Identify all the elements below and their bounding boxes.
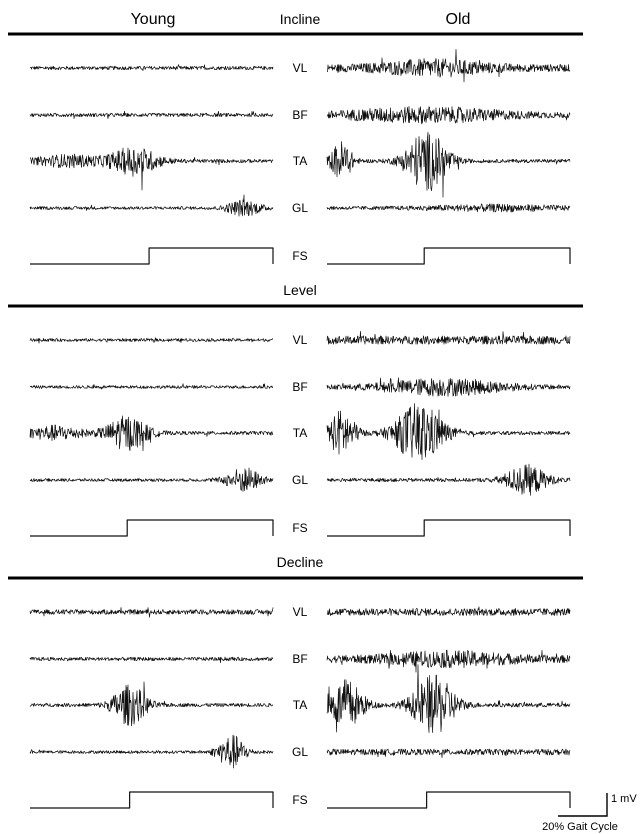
trace-bf-young-decline bbox=[29, 656, 274, 664]
row-label-ta-incline: TA bbox=[293, 154, 307, 168]
trace-vl-old-incline bbox=[326, 49, 571, 83]
trace-ta-old-level bbox=[326, 403, 571, 460]
trace-gl-old-decline bbox=[326, 748, 571, 758]
row-label-bf-decline: BF bbox=[292, 652, 307, 666]
panel-title-level: Level bbox=[283, 282, 316, 298]
trace-fs-young-incline bbox=[30, 247, 274, 265]
panel-decline: Decline VL BF TA GL FS bbox=[8, 554, 583, 809]
row-label-gl-incline: GL bbox=[292, 201, 308, 215]
row-label-gl-decline: GL bbox=[292, 745, 308, 759]
row-label-bf-incline: BF bbox=[292, 108, 307, 122]
trace-vl-young-level bbox=[29, 337, 274, 344]
panel-level: Level VL BF TA GL FS bbox=[8, 282, 583, 537]
trace-gl-young-incline bbox=[29, 194, 274, 217]
trace-bf-old-decline bbox=[326, 649, 571, 673]
row-label-ta-decline: TA bbox=[293, 698, 307, 712]
row-label-bf-level: BF bbox=[292, 380, 307, 394]
trace-ta-young-incline bbox=[29, 147, 274, 191]
trace-fs-young-level bbox=[30, 519, 274, 537]
scale-bar-lines bbox=[558, 793, 608, 817]
panel-incline: Incline VL BF TA GL FS bbox=[8, 11, 583, 265]
trace-fs-old-decline bbox=[327, 791, 571, 809]
row-label-vl-level: VL bbox=[293, 333, 308, 347]
trace-ta-young-decline bbox=[29, 681, 274, 727]
trace-gl-old-level bbox=[326, 463, 571, 496]
trace-gl-old-incline bbox=[326, 203, 571, 213]
column-header-young: Young bbox=[131, 11, 176, 28]
column-header-old: Old bbox=[446, 11, 471, 28]
trace-vl-young-incline bbox=[29, 64, 274, 71]
row-label-gl-level: GL bbox=[292, 473, 308, 487]
row-label-fs-level: FS bbox=[292, 521, 307, 535]
trace-fs-young-decline bbox=[30, 791, 274, 809]
trace-fs-old-level bbox=[327, 519, 571, 537]
scale-bar-voltage-label: 1 mV bbox=[611, 793, 637, 805]
condition-panels: Incline VL BF TA GL FS Level VL BF TA GL FS Decline V… bbox=[8, 11, 583, 809]
trace-ta-old-incline bbox=[326, 131, 571, 198]
row-label-ta-level: TA bbox=[293, 426, 307, 440]
trace-vl-young-decline bbox=[29, 607, 274, 618]
trace-bf-old-incline bbox=[326, 105, 571, 125]
trace-bf-young-level bbox=[29, 383, 274, 390]
trace-fs-old-incline bbox=[327, 247, 571, 265]
trace-vl-old-decline bbox=[326, 606, 571, 616]
row-label-fs-decline: FS bbox=[292, 793, 307, 807]
trace-bf-old-level bbox=[326, 377, 571, 397]
row-label-fs-incline: FS bbox=[292, 249, 307, 263]
trace-vl-old-level bbox=[326, 330, 571, 345]
panel-title-incline: Incline bbox=[280, 11, 321, 27]
trace-gl-young-level bbox=[29, 467, 274, 492]
scale-bar: 1 mV 20% Gait Cycle bbox=[542, 793, 637, 833]
trace-ta-old-decline bbox=[326, 664, 571, 733]
trace-bf-young-incline bbox=[29, 110, 274, 119]
scale-bar-time-label: 20% Gait Cycle bbox=[542, 821, 618, 833]
trace-ta-young-level bbox=[29, 415, 274, 452]
panel-title-decline: Decline bbox=[277, 554, 324, 570]
trace-gl-young-decline bbox=[29, 734, 274, 769]
row-label-vl-incline: VL bbox=[293, 61, 308, 75]
row-label-vl-decline: VL bbox=[293, 605, 308, 619]
